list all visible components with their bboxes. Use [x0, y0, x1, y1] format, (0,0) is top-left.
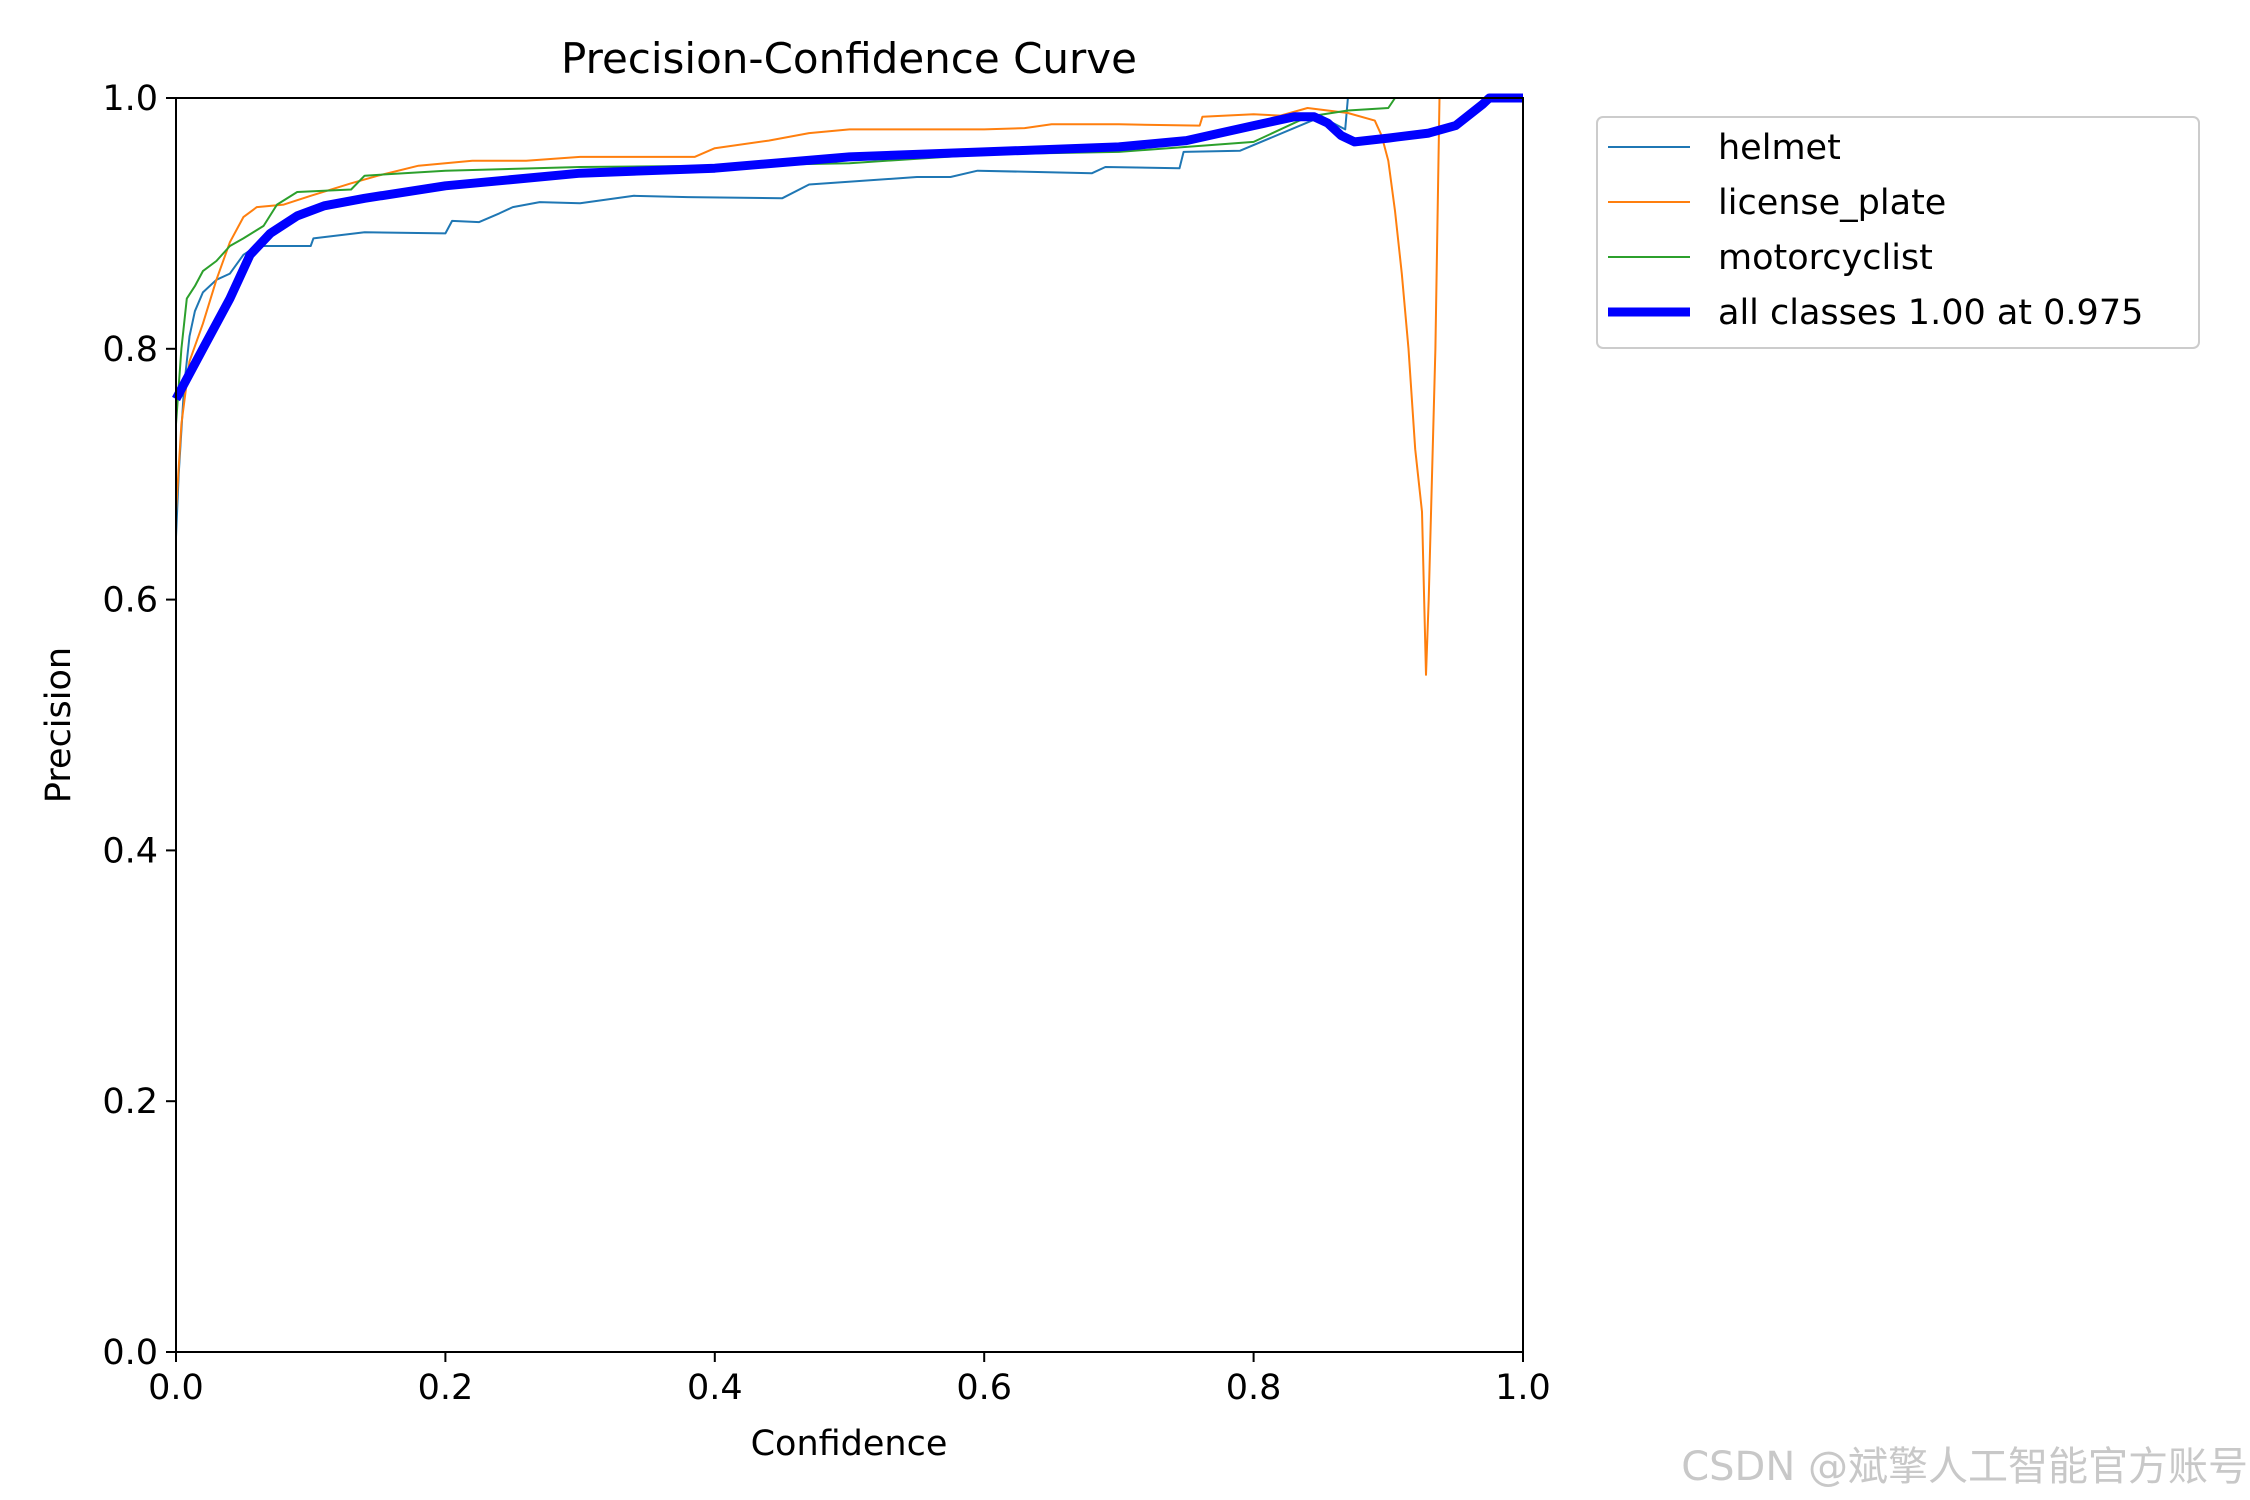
- chart-title: Precision-Confidence Curve: [561, 34, 1137, 83]
- legend-label-3: all classes 1.00 at 0.975: [1718, 293, 2143, 333]
- y-axis-label: Precision: [39, 647, 79, 803]
- series-line-0: [175, 97, 1523, 537]
- series-line-3: [172, 93, 1523, 402]
- x-axis: 0.0 0.2 0.4 0.6 0.8 1.0: [148, 1352, 1551, 1408]
- x-tick-label: 0.8: [1226, 1368, 1282, 1408]
- legend-label-2: motorcyclist: [1718, 238, 1933, 278]
- legend-box: [1596, 116, 2200, 349]
- series-line-1: [175, 97, 1523, 676]
- plot-frame: [175, 97, 1524, 1353]
- plot-lines: [172, 93, 1523, 676]
- watermark: CSDN @斌擎人工智能官方账号: [1681, 1444, 2248, 1490]
- y-tick-label: 0.0: [102, 1333, 158, 1373]
- series-line-2: [175, 97, 1523, 425]
- y-tick-label: 0.4: [102, 831, 158, 871]
- x-axis-label: Confidence: [751, 1424, 948, 1464]
- y-tick-label: 0.6: [102, 581, 158, 621]
- y-tick-label: 1.0: [102, 79, 158, 119]
- x-tick-label: 0.2: [418, 1368, 474, 1408]
- x-tick-label: 1.0: [1495, 1368, 1551, 1408]
- x-tick-label: 0.4: [687, 1368, 743, 1408]
- y-axis: 0.0 0.2 0.4 0.6 0.8 1.0: [102, 79, 176, 1373]
- legend-label-0: helmet: [1718, 128, 1841, 168]
- y-tick-label: 0.8: [102, 330, 158, 370]
- legend-label-1: license_plate: [1718, 183, 1946, 223]
- x-tick-label: 0.0: [148, 1368, 204, 1408]
- legend: helmet license_plate motorcyclist all class…: [1596, 116, 2200, 349]
- x-tick-label: 0.6: [956, 1368, 1012, 1408]
- y-tick-label: 0.2: [102, 1082, 158, 1122]
